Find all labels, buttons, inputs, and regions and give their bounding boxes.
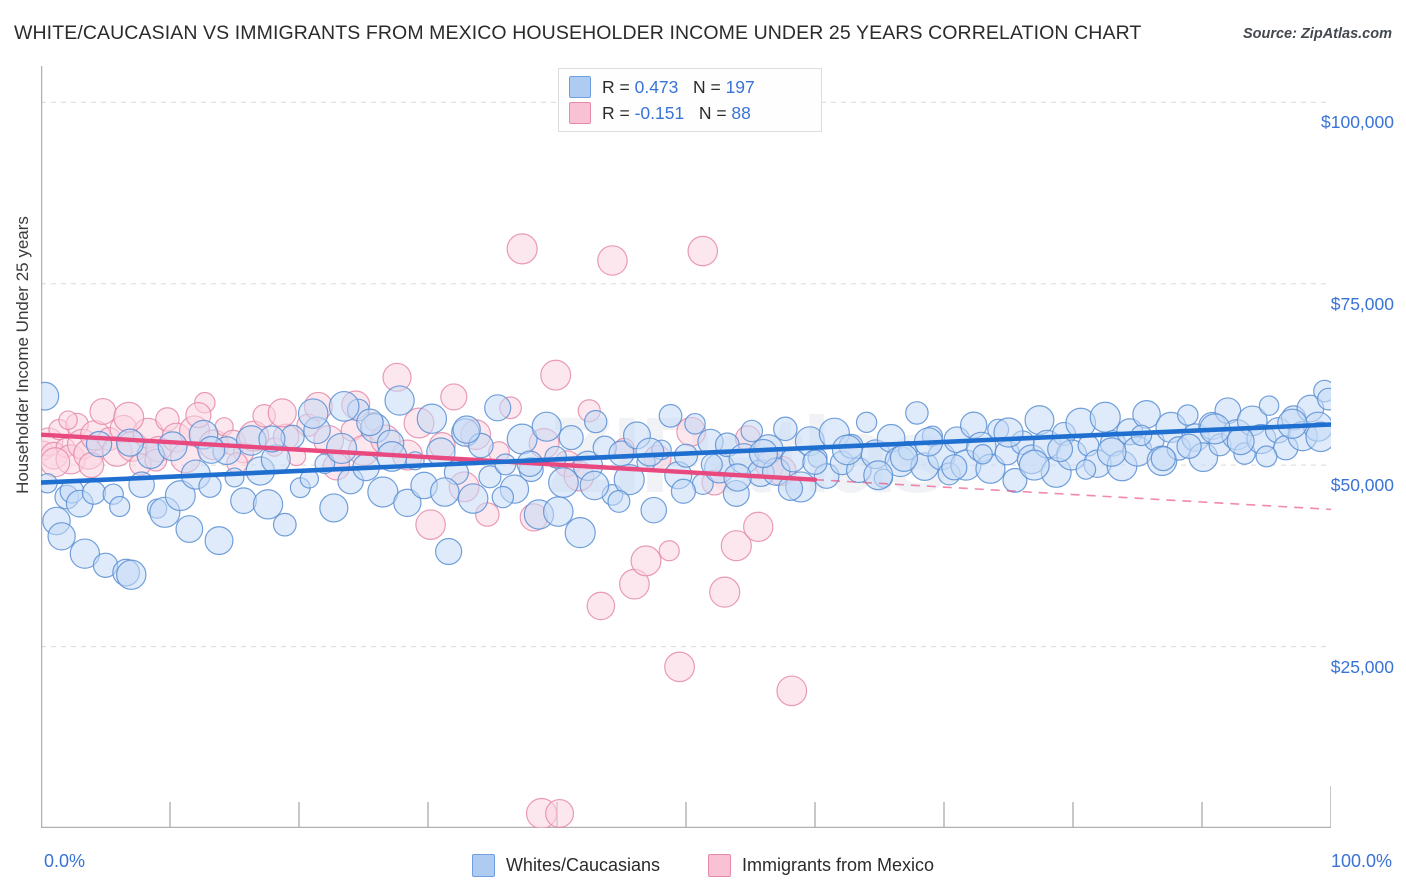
legend-swatch-whites [471,853,495,877]
x-tick-label-max: 100.0% [1330,851,1392,871]
scatter-svg [30,66,1340,830]
source-attribution: Source: ZipAtlas.com [1242,26,1392,42]
legend-item-whites[interactable]: Whites/Caucasians [471,853,661,877]
y-axis-title: Householder Income Under 25 years [13,216,32,494]
legend-label-mexico: Immigrants from Mexico [742,854,935,875]
plot-area [30,66,1340,830]
stats-r-mexico: R = -0.151 N = 88 [602,102,751,123]
stats-row-mexico: R = -0.151 N = 88 [569,100,751,126]
stats-row-whites: R = 0.473 N = 197 [569,74,755,100]
y-tick-label: $75,000 [1330,293,1394,314]
x-tick-label-min: 0.0% [44,851,86,871]
correlation-stats-legend: R = 0.473 N = 197 R = -0.151 N = 88 [558,68,822,132]
legend-swatch-mexico [708,853,732,877]
legend-swatch-blue [569,76,591,98]
stats-r-whites: R = 0.473 N = 197 [602,76,755,97]
y-tick-label: $100,000 [1321,112,1394,133]
page-title: WHITE/CAUCASIAN VS IMMIGRANTS FROM MEXIC… [14,22,1142,44]
series-legend: Whites/Caucasians Immigrants from Mexico [0,848,1406,882]
legend-swatch-pink [569,102,591,124]
legend-item-mexico[interactable]: Immigrants from Mexico [708,853,935,877]
legend-label-whites: Whites/Caucasians [505,854,661,875]
y-tick-label: $50,000 [1330,475,1394,496]
y-tick-label: $25,000 [1330,656,1394,677]
